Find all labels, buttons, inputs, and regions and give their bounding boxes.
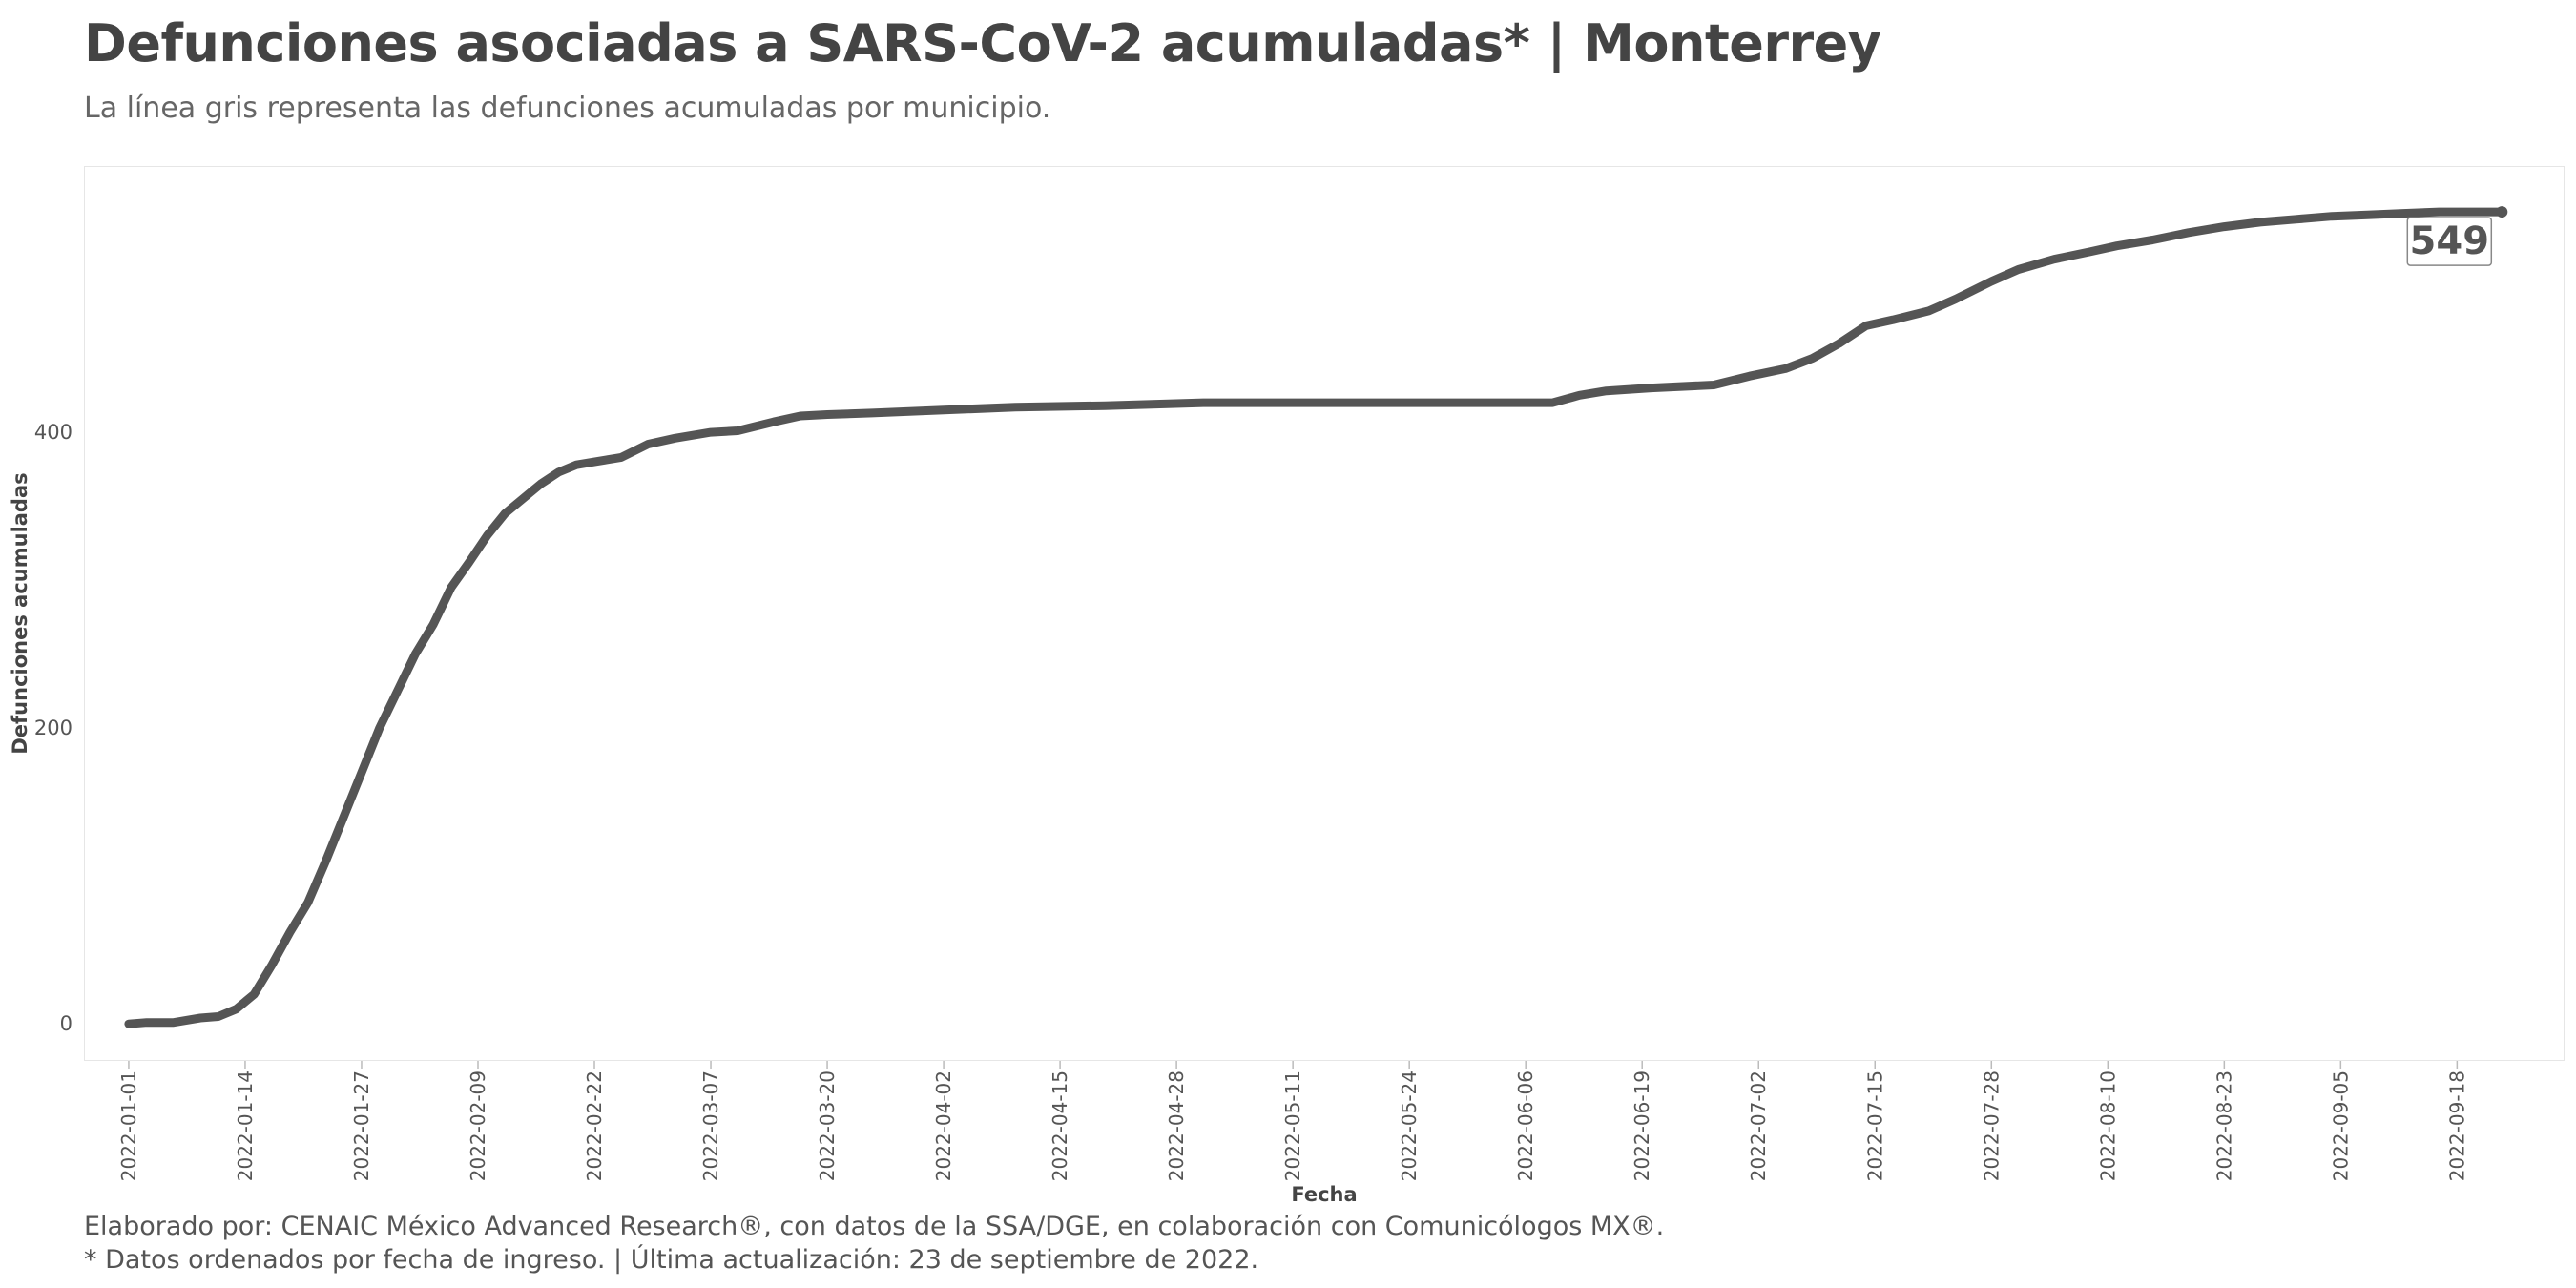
chart-subtitle: La línea gris representa las defunciones… bbox=[84, 92, 1051, 125]
x-tick-label: 2022-06-19 bbox=[1631, 1070, 1653, 1181]
y-tick-label: 400 bbox=[34, 421, 73, 444]
x-tick-label: 2022-03-20 bbox=[816, 1070, 839, 1181]
x-tick-label: 2022-08-10 bbox=[2096, 1070, 2119, 1181]
x-axis: 2022-01-01 2022-01-14 2022-01-27 2022-02-09… bbox=[117, 1061, 2468, 1181]
x-tick-label: 2022-07-02 bbox=[1747, 1070, 1770, 1181]
x-tick-label: 2022-04-02 bbox=[932, 1070, 955, 1181]
x-tick-label: 2022-06-06 bbox=[1514, 1070, 1537, 1181]
x-tick-label: 2022-07-15 bbox=[1863, 1070, 1886, 1181]
x-tick-label: 2022-05-11 bbox=[1281, 1070, 1304, 1181]
x-tick-label: 2022-08-23 bbox=[2212, 1070, 2235, 1181]
x-tick-label: 2022-03-07 bbox=[699, 1070, 722, 1181]
x-axis-label: Fecha bbox=[1291, 1183, 1357, 1206]
end-label: 549 bbox=[2410, 219, 2490, 263]
y-tick-label: 200 bbox=[34, 717, 73, 739]
x-tick-label: 2022-07-28 bbox=[1980, 1070, 2003, 1181]
x-tick-label: 2022-02-09 bbox=[467, 1070, 489, 1181]
x-tick-label: 2022-01-14 bbox=[234, 1070, 257, 1181]
series-line bbox=[124, 207, 2506, 1028]
plot-area bbox=[84, 166, 2565, 1061]
chart-title: Defunciones asociadas a SARS-CoV-2 acumu… bbox=[84, 13, 1881, 73]
caption-credits: Elaborado por: CENAIC México Advanced Re… bbox=[84, 1212, 1665, 1241]
x-tick-label: 2022-01-27 bbox=[350, 1070, 373, 1181]
caption-notes: * Datos ordenados por fecha de ingreso. … bbox=[84, 1245, 1259, 1275]
x-tick-label: 2022-09-18 bbox=[2445, 1070, 2468, 1181]
x-tick-label: 2022-09-05 bbox=[2329, 1070, 2352, 1181]
y-axis-label: Defunciones acumuladas bbox=[9, 472, 31, 754]
x-tick-label: 2022-02-22 bbox=[583, 1070, 606, 1181]
end-label-box bbox=[2406, 217, 2493, 266]
x-tick-label: 2022-01-01 bbox=[117, 1070, 140, 1181]
x-tick-label: 2022-05-24 bbox=[1398, 1070, 1421, 1181]
series-end-point[interactable] bbox=[2496, 206, 2508, 218]
x-tick-label: 2022-04-15 bbox=[1049, 1070, 1071, 1181]
x-tick-label: 2022-04-28 bbox=[1165, 1070, 1188, 1181]
y-axis: 0 200 400 bbox=[34, 421, 73, 1035]
y-tick-label: 0 bbox=[60, 1012, 73, 1035]
